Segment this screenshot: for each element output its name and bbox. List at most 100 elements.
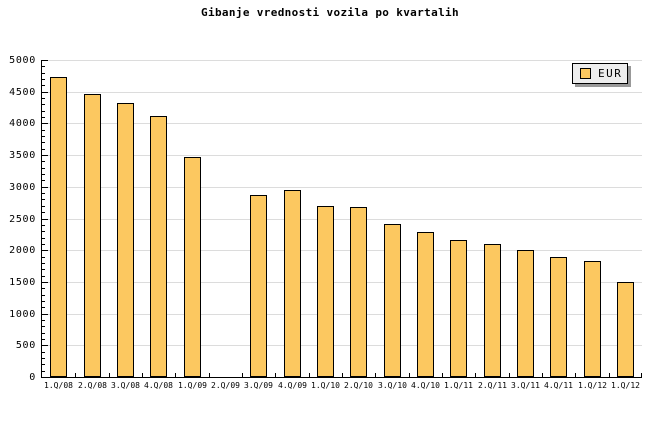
- y-axis-label: 1000: [9, 309, 36, 320]
- chart-title: Gibanje vrednosti vozila po kvartalih: [201, 6, 459, 19]
- x-axis-tick: [342, 373, 343, 377]
- y-axis-label: 2000: [9, 245, 36, 256]
- y-axis-tick: [42, 60, 48, 61]
- y-axis-tick: [42, 269, 45, 270]
- x-axis-label: 4.Q/08: [144, 381, 173, 390]
- bar-2.Q/10: [350, 207, 367, 377]
- bar-4.Q/11: [550, 257, 567, 377]
- y-axis-label: 2500: [9, 214, 36, 225]
- legend-swatch-icon: [580, 68, 591, 79]
- y-axis-tick: [42, 314, 48, 315]
- y-axis-tick: [42, 339, 45, 340]
- x-axis-tick: [109, 373, 110, 377]
- y-axis-tick: [42, 168, 45, 169]
- y-axis-tick: [42, 257, 45, 258]
- y-axis-tick: [42, 358, 45, 359]
- bar-4.Q/09: [284, 190, 301, 377]
- y-axis-label: 5000: [9, 55, 36, 66]
- y-axis-tick: [42, 73, 45, 74]
- y-axis-tick: [42, 104, 45, 105]
- y-axis-tick: [42, 180, 45, 181]
- bar-4.Q/08: [150, 116, 167, 377]
- y-axis-tick: [42, 174, 45, 175]
- y-axis-label: 1500: [9, 277, 36, 288]
- x-axis-tick: [309, 373, 310, 377]
- y-axis-label: 500: [15, 340, 36, 351]
- gridline: [42, 282, 642, 283]
- x-axis-label: 4.Q/10: [411, 381, 440, 390]
- x-axis-tick: [209, 373, 210, 377]
- y-axis-tick: [42, 263, 45, 264]
- bar-1.Q/12: [584, 261, 601, 377]
- x-axis-tick: [542, 373, 543, 377]
- gridline: [42, 250, 642, 251]
- y-axis-tick: [42, 92, 48, 93]
- x-axis-tick: [641, 373, 642, 377]
- x-axis-label: 2.Q/08: [78, 381, 107, 390]
- x-axis-label: 2.Q/09: [211, 381, 240, 390]
- y-axis-tick: [42, 111, 45, 112]
- y-axis-tick: [42, 320, 45, 321]
- y-axis-tick: [42, 142, 45, 143]
- y-axis-tick: [42, 288, 45, 289]
- x-axis-tick: [142, 373, 143, 377]
- y-axis-tick: [42, 238, 45, 239]
- bar-3.Q/11: [517, 250, 534, 377]
- y-axis-tick: [42, 307, 45, 308]
- y-axis-tick: [42, 333, 45, 334]
- x-axis-tick: [275, 373, 276, 377]
- x-axis-label: 3.Q/09: [244, 381, 273, 390]
- y-axis-tick: [42, 199, 45, 200]
- x-axis-label: 1.Q/09: [178, 381, 207, 390]
- y-axis-tick: [42, 250, 48, 251]
- gridline: [42, 155, 642, 156]
- x-axis-label: 3.Q/08: [111, 381, 140, 390]
- y-axis-tick: [42, 225, 45, 226]
- y-axis-tick: [42, 149, 45, 150]
- bar-2.Q/08: [84, 94, 101, 377]
- x-axis-tick: [575, 373, 576, 377]
- y-axis-label: 3500: [9, 150, 36, 161]
- x-axis-label: 1.Q/12: [578, 381, 607, 390]
- y-axis-labels: 0 500 1000 1500 2000 2500 3000 3500 4000 4500 5000: [0, 55, 36, 390]
- x-axis-label: 3.Q/11: [511, 381, 540, 390]
- y-axis-tick: [42, 219, 48, 220]
- y-axis-tick: [42, 136, 45, 137]
- gridline: [42, 345, 642, 346]
- y-axis-label: 3000: [9, 182, 36, 193]
- gridline: [42, 123, 642, 124]
- y-axis-tick: [42, 117, 45, 118]
- x-axis-label: 1.Q/12: [611, 381, 640, 390]
- x-axis-label: 3.Q/10: [378, 381, 407, 390]
- y-axis-label: 4500: [9, 87, 36, 98]
- bar-3.Q/09: [250, 195, 267, 377]
- y-axis-label: 4000: [9, 118, 36, 129]
- y-axis-tick: [42, 193, 45, 194]
- bar-1.Q/08: [50, 77, 67, 377]
- x-axis-label: 4.Q/11: [544, 381, 573, 390]
- y-axis-label: 0: [29, 372, 36, 383]
- y-axis-tick: [42, 79, 45, 80]
- bar-1.Q/10: [317, 206, 334, 377]
- y-axis-tick: [42, 206, 45, 207]
- y-axis-tick: [42, 301, 45, 302]
- y-axis-tick: [42, 371, 45, 372]
- y-axis-tick: [42, 231, 45, 232]
- plot-area: 1.Q/08 2.Q/08 3.Q/08 4.Q/08 1.Q/09 2.Q/09 3.Q/…: [41, 60, 642, 390]
- x-axis-tick: [242, 373, 243, 377]
- bar-4.Q/10: [417, 232, 434, 377]
- x-axis-tick: [442, 373, 443, 377]
- x-axis-label: 2.Q/11: [478, 381, 507, 390]
- y-axis-tick: [42, 295, 45, 296]
- y-axis-tick: [42, 130, 45, 131]
- gridline: [42, 219, 642, 220]
- x-axis-tick: [75, 373, 76, 377]
- y-axis-tick: [42, 244, 45, 245]
- legend-series-label: EUR: [598, 67, 623, 80]
- y-axis-tick: [42, 326, 45, 327]
- bar-1.Q/11: [450, 240, 467, 377]
- x-axis-label: 4.Q/09: [278, 381, 307, 390]
- y-axis-tick: [42, 85, 45, 86]
- y-axis-tick: [42, 276, 45, 277]
- x-axis-label: 1.Q/11: [444, 381, 473, 390]
